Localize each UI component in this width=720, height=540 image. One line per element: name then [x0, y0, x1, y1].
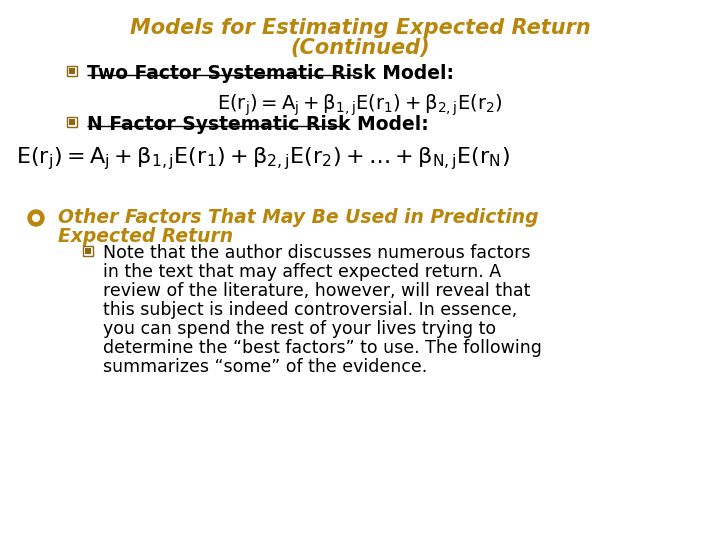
Text: Models for Estimating Expected Return: Models for Estimating Expected Return [130, 18, 590, 38]
Text: Two Factor Systematic Risk Model:: Two Factor Systematic Risk Model: [87, 64, 454, 83]
Text: summarizes “some” of the evidence.: summarizes “some” of the evidence. [103, 358, 427, 376]
Text: Other Factors That May Be Used in Predicting: Other Factors That May Be Used in Predic… [58, 208, 539, 227]
Text: determine the “best factors” to use. The following: determine the “best factors” to use. The… [103, 339, 542, 357]
Circle shape [32, 214, 40, 221]
Circle shape [28, 210, 44, 226]
FancyBboxPatch shape [69, 119, 75, 125]
FancyBboxPatch shape [85, 248, 91, 254]
FancyBboxPatch shape [67, 66, 77, 76]
Text: Note that the author discusses numerous factors: Note that the author discusses numerous … [103, 244, 531, 262]
Text: in the text that may affect expected return. A: in the text that may affect expected ret… [103, 263, 501, 281]
FancyBboxPatch shape [69, 68, 75, 74]
Text: $\mathrm{E(r_j) = A_j + \beta_{1,j}E(r_1) + \beta_{2,j}E(r_2)}$: $\mathrm{E(r_j) = A_j + \beta_{1,j}E(r_1… [217, 93, 503, 118]
Text: this subject is indeed controversial. In essence,: this subject is indeed controversial. In… [103, 301, 517, 319]
Text: you can spend the rest of your lives trying to: you can spend the rest of your lives try… [103, 320, 496, 338]
FancyBboxPatch shape [67, 117, 77, 127]
Text: review of the literature, however, will reveal that: review of the literature, however, will … [103, 282, 531, 300]
Text: Expected Return: Expected Return [58, 227, 233, 246]
Text: $\mathrm{E(r_j) = A_j + \beta_{1,j}E(r_1) + \beta_{2,j}E(r_2) + \ldots + \beta_{: $\mathrm{E(r_j) = A_j + \beta_{1,j}E(r_1… [16, 145, 510, 172]
Text: (Continued): (Continued) [290, 38, 430, 58]
Text: N Factor Systematic Risk Model:: N Factor Systematic Risk Model: [87, 115, 428, 134]
FancyBboxPatch shape [83, 246, 93, 256]
